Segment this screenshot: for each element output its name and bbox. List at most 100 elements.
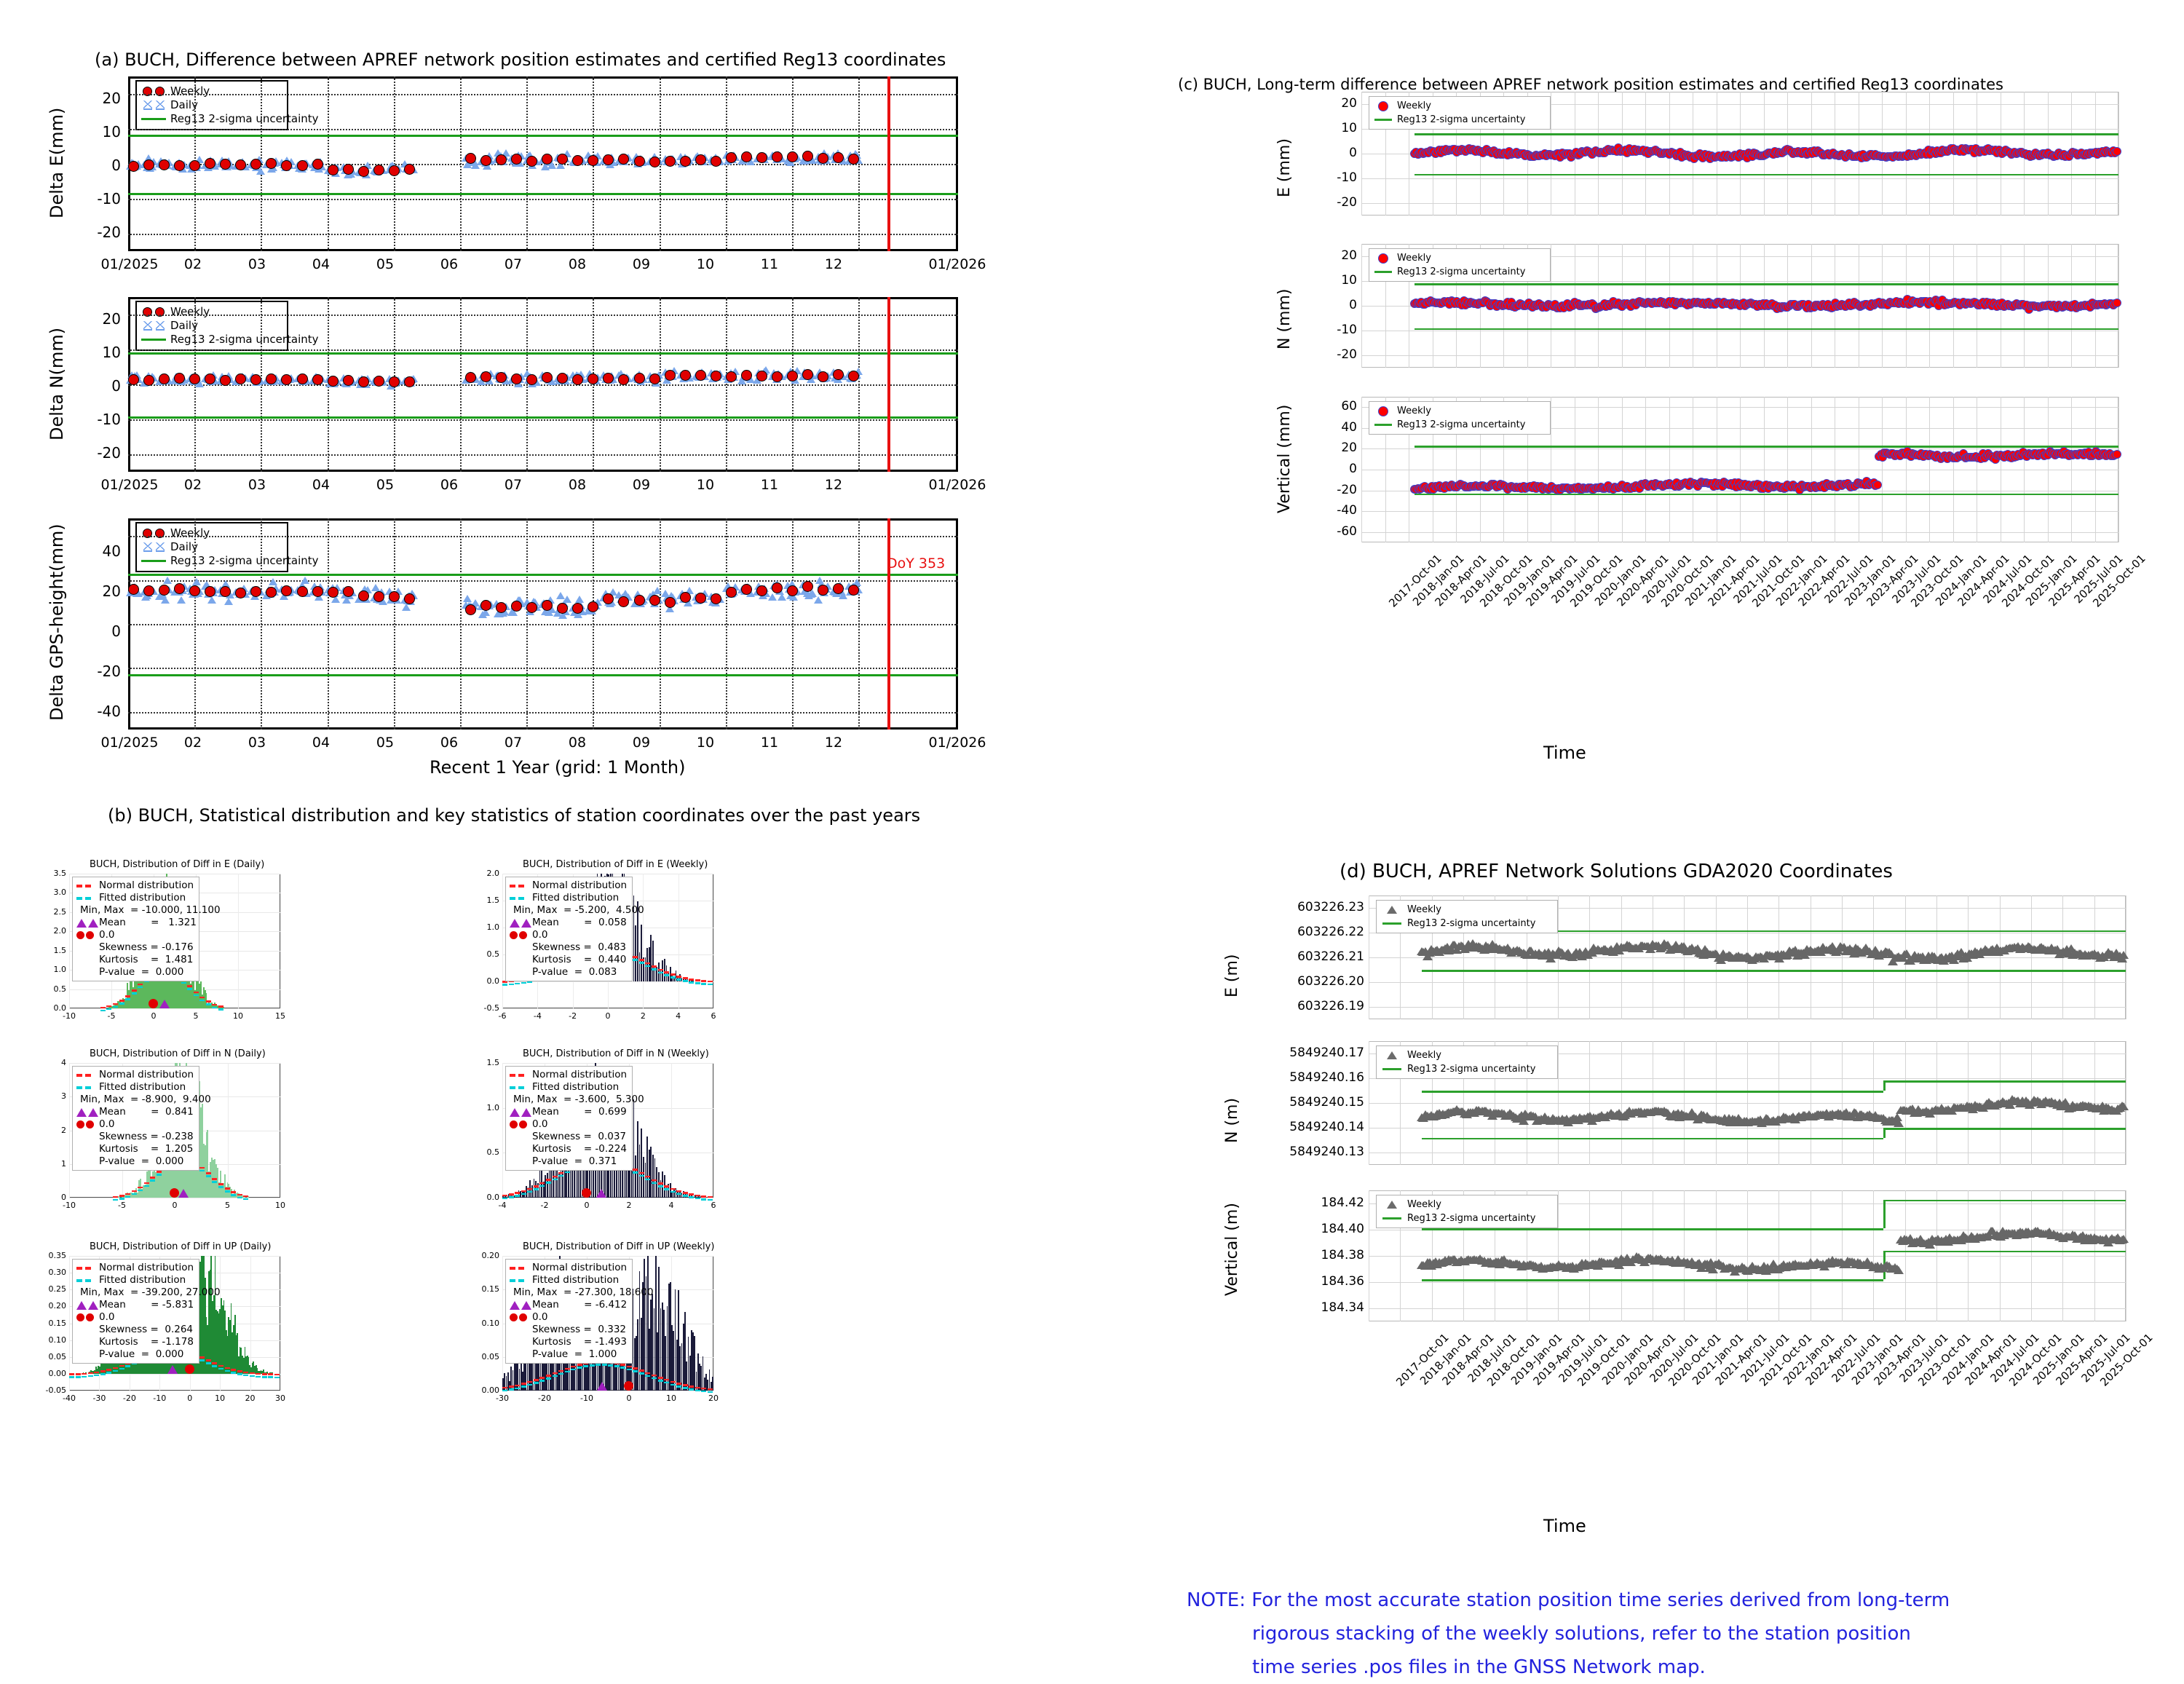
stat-row: Mean = -6.412 [510,1299,628,1311]
mean-marker [159,1000,170,1008]
xtick: 06 [413,256,486,272]
xtick: 12 [797,477,870,493]
weekly-marker [373,376,384,387]
weekly-marker [389,591,400,602]
fitted-distribution-curve [683,1387,688,1389]
xtick: 01/2025 [93,477,166,493]
histogram-xtick: 0 [568,1201,606,1210]
normal-distribution-icon [510,885,529,888]
weekly-marker [404,164,415,175]
weekly-marker [526,374,537,385]
gridline-horizontal [502,1008,713,1009]
legend-row: Weekly [1381,903,1553,917]
histogram-ytick: 0.5 [467,1147,499,1157]
kurtosis-label: Kurtosis = -1.178 [99,1337,194,1348]
mean-label: Mean = 0.699 [532,1107,627,1118]
gridline-vertical [713,874,714,1008]
ytick: -10 [1305,170,1357,185]
fitted-distribution-curve [701,1391,706,1393]
ytick: 60 [1305,399,1357,414]
gridline-vertical [1905,1041,1906,1165]
histogram-ytick: 0.15 [467,1284,499,1294]
normal-distribution-curve [708,1388,713,1391]
daily-marker [177,596,186,604]
histogram-xtick: 0 [589,1011,627,1021]
histogram-bar [639,952,641,981]
normal-distribution-curve [225,1187,230,1190]
fitted-distribution-curve [250,1375,255,1377]
legend-label-weekly: Weekly [1397,252,1431,264]
fitted-distribution-curve [521,1193,526,1195]
histogram-bar [649,947,650,981]
xtick: 01/2026 [914,735,1001,751]
fitted-distribution-curve [695,1390,700,1392]
weekly-marker [680,592,691,603]
fitted-distribution-curve [670,1191,676,1193]
fitted-distribution-curve [633,959,638,961]
fitted-distribution-curve [237,1197,242,1199]
normal-distribution-curve [243,1195,248,1198]
histogram-ytick: 2.0 [467,869,499,878]
stat-row: P-value = 0.000 [76,1155,195,1168]
fitted-distribution-curve [94,1375,99,1377]
weekly-marker [634,373,645,384]
weekly-marker [756,371,767,382]
fitted-distribution-curve [527,1191,532,1193]
gridline-vertical [1764,397,1765,542]
xtick: 02 [157,735,229,751]
histogram-ytick: 0.5 [467,949,499,959]
fitted-distribution-curve [633,1370,638,1372]
fitted-distribution-curve [106,1008,111,1011]
sigma-band-line [128,352,958,355]
gridline-vertical [792,297,794,472]
weekly-marker [404,376,415,387]
histogram-xtick: 6 [695,1011,732,1021]
normal-distribution-curve [212,1362,217,1364]
legend-delta-n: Weekly Daily Reg13 2-sigma uncertainty [135,301,288,351]
stat-row: P-value = 0.371 [510,1155,628,1168]
weekly-marker [373,591,384,602]
weekly-marker [143,585,154,596]
fitted-distribution-curve [256,1376,261,1378]
gridline-horizontal [128,199,958,200]
weekly-marker [2113,299,2121,307]
histogram-bar [637,1121,638,1198]
normal-distribution-curve [670,1381,676,1383]
pvalue-label: P-value = 0.000 [99,1349,183,1360]
normal-distribution-curve [88,1372,93,1375]
normal-distribution-curve [194,992,199,994]
gridline-horizontal [128,454,958,456]
gridline-vertical [713,1063,714,1198]
gridline-horizontal [128,580,958,582]
normal-distribution-curve [633,1367,638,1369]
daily-marker [814,596,823,604]
histogram-ytick: 0.25 [34,1284,66,1294]
normal-distribution-curve [683,977,688,979]
normal-distribution-icon [76,1267,95,1270]
normal-distribution-curve [639,959,644,961]
weekly-marker [297,373,308,384]
legend-row: Reg13 2-sigma uncertainty [1374,418,1546,432]
sigma-band-line [1422,970,1883,972]
fitted-distribution-curve [558,1175,563,1177]
normal-distribution-curve [231,1369,236,1371]
fitted-distribution-icon [510,897,529,900]
stat-row: Fitted distribution [76,1274,195,1286]
histogram-bar [645,957,646,981]
normal-distribution-curve [695,1195,700,1197]
weekly-marker [741,151,752,162]
fitted-distribution-curve [620,1367,625,1369]
weekly-marker [250,374,261,385]
histogram-bar [639,1145,641,1198]
fitted-distribution-curve [225,1370,230,1372]
weekly-marker [297,586,308,597]
fitted-distribution-curve [590,1364,595,1367]
gridline-vertical [2024,397,2025,542]
histogram-title: BUCH, Distribution of Diff in UP (Weekly… [523,1241,714,1252]
stat-row: P-value = 1.000 [510,1348,628,1361]
